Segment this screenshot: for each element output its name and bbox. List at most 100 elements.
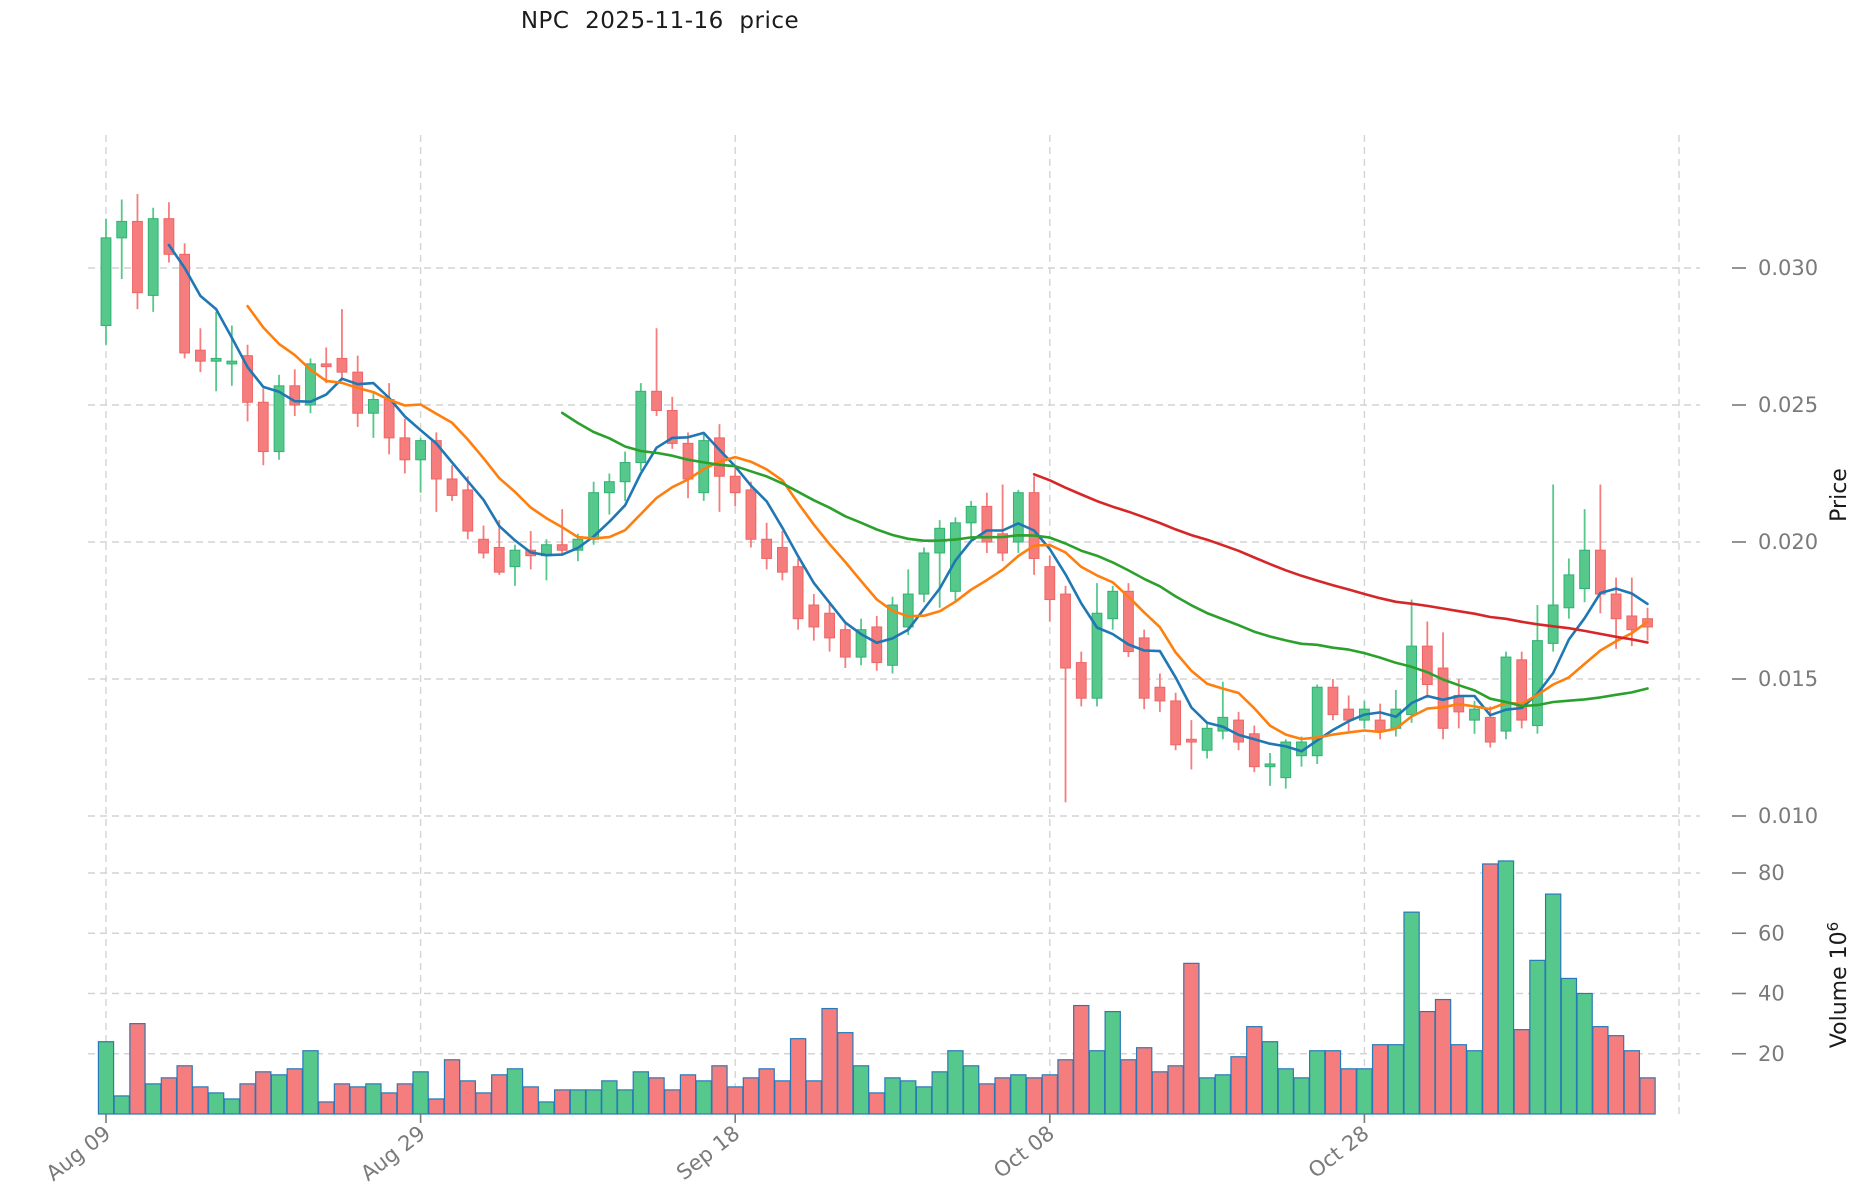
volume-bar (1183, 962, 1200, 1115)
candle-body (1154, 686, 1166, 702)
volume-bar (1277, 1068, 1294, 1115)
volume-bar (1230, 1056, 1247, 1115)
volume-axis-ticks: 80 60 40 20 (1732, 861, 1785, 1066)
volume-bar (569, 1089, 587, 1115)
volume-bar (664, 1089, 681, 1115)
volume-bar (852, 1065, 870, 1115)
volume-bar (380, 1092, 398, 1115)
volume-bar (239, 1083, 256, 1115)
candle-body (902, 593, 914, 628)
volume-bar (1371, 1044, 1389, 1115)
candle-body (619, 462, 631, 483)
candle-body (1091, 612, 1103, 699)
volume-axis-label: Volume 106 (1824, 922, 1852, 1048)
volume-bar (475, 1092, 492, 1115)
volume-bars (97, 860, 1656, 1115)
volume-bar (1513, 1029, 1530, 1115)
volume-bar (711, 1065, 728, 1115)
candle-body (399, 437, 411, 461)
ma10-line (246, 304, 1649, 741)
volume-bar (1246, 1026, 1263, 1115)
price-tick-label: 0.010 (1758, 804, 1818, 828)
volume-tick-label: 80 (1758, 861, 1785, 885)
volume-bar (1466, 1050, 1483, 1115)
volume-bar (601, 1080, 618, 1115)
volume-bar (789, 1038, 807, 1115)
volume-bar (695, 1080, 712, 1115)
candle-body (714, 437, 725, 477)
volume-bar (1151, 1071, 1169, 1115)
price-tick-label: 0.025 (1758, 393, 1818, 417)
volume-bar (774, 1080, 791, 1115)
volume-bar (176, 1065, 193, 1115)
volume-bar (868, 1092, 885, 1115)
candle-body (446, 478, 458, 496)
candle-body (1532, 640, 1543, 727)
x-axis-labels: Aug 09 Aug 29 Sep 18 Oct 08 Oct 28 (42, 1114, 1374, 1186)
x-tick-label: Oct 28 (1304, 1121, 1374, 1183)
volume-bar (994, 1077, 1011, 1115)
candle-body (1280, 741, 1292, 779)
candle-body (997, 533, 1009, 554)
volume-bar (1592, 1026, 1609, 1115)
volume-bar (1104, 1010, 1121, 1115)
candle-body (1028, 492, 1040, 559)
volume-bar (443, 1059, 461, 1115)
candle-body (603, 481, 615, 494)
candle-body (1626, 615, 1638, 631)
volume-bar (1198, 1077, 1216, 1115)
candle-body (965, 505, 977, 524)
volume-bar (1434, 998, 1452, 1115)
volume-bar (1088, 1050, 1106, 1115)
candle-body (839, 629, 851, 658)
candle-body (305, 363, 316, 406)
volume-bar (396, 1083, 414, 1115)
volume-bar (207, 1092, 225, 1115)
volume-bar (1261, 1041, 1279, 1115)
volume-bar (1529, 959, 1546, 1115)
volume-bar (915, 1086, 933, 1115)
candle-body (1374, 719, 1386, 732)
volume-bar (113, 1095, 130, 1115)
candle-body (462, 489, 474, 532)
volume-bar (270, 1074, 288, 1115)
price-axis-ticks: 0.030 0.025 0.020 0.015 0.010 (1732, 256, 1818, 828)
x-tick-label: Aug 29 (356, 1121, 429, 1186)
volume-bar (1025, 1077, 1043, 1115)
candle-body (147, 218, 159, 296)
volume-bar (1403, 911, 1420, 1115)
volume-bar (805, 1080, 823, 1115)
volume-bar (837, 1032, 854, 1115)
candle-body (1107, 590, 1119, 620)
candle-body (194, 349, 206, 362)
x-tick-label: Sep 18 (672, 1121, 744, 1185)
candle-body (242, 355, 253, 403)
candle-body (1044, 566, 1056, 601)
candle-body (100, 237, 112, 327)
candle-body (950, 522, 961, 592)
candle-body (1170, 700, 1182, 746)
candle-body (257, 401, 269, 453)
candle-body (918, 552, 930, 595)
candle-body (635, 390, 647, 464)
volume-bar (1167, 1065, 1184, 1115)
candle-body (1233, 719, 1244, 743)
candle-body (1579, 549, 1591, 590)
volume-tick-label: 40 (1758, 982, 1785, 1006)
candle-body (1264, 763, 1276, 768)
volume-bar (1419, 1010, 1436, 1115)
candle-body (729, 475, 741, 494)
volume-bar (1623, 1050, 1641, 1115)
volume-bar (1340, 1068, 1357, 1115)
volume-bar (1560, 977, 1578, 1115)
ma60-line (1032, 472, 1649, 644)
candle-body (761, 538, 773, 559)
volume-bar (931, 1071, 948, 1115)
candle-body (981, 505, 993, 543)
volume-bar (1356, 1068, 1373, 1115)
price-gridlines (88, 267, 1700, 817)
candle-body (1610, 593, 1622, 620)
ma5-line (167, 243, 1649, 753)
candle-body (226, 360, 238, 365)
